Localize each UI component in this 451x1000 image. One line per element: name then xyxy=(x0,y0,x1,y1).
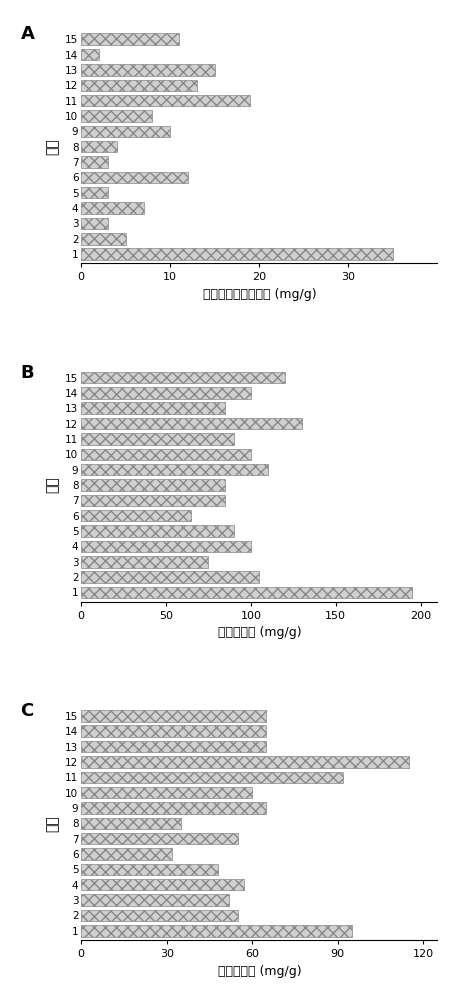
Bar xyxy=(81,495,226,506)
Bar xyxy=(81,725,267,737)
Bar xyxy=(81,418,302,429)
Y-axis label: 产地: 产地 xyxy=(46,815,60,832)
Bar xyxy=(81,49,99,60)
Bar xyxy=(81,525,234,537)
Bar xyxy=(81,156,108,168)
Text: A: A xyxy=(21,25,34,43)
Bar xyxy=(81,141,117,152)
Bar xyxy=(81,571,259,583)
Bar xyxy=(81,218,108,229)
Bar xyxy=(81,818,181,829)
Bar xyxy=(81,510,192,521)
Bar xyxy=(81,64,215,76)
Bar xyxy=(81,879,244,890)
Bar xyxy=(81,80,197,91)
Bar xyxy=(81,233,126,245)
Bar xyxy=(81,202,143,214)
Bar xyxy=(81,587,412,598)
Bar xyxy=(81,802,267,814)
Bar xyxy=(81,741,267,752)
Text: C: C xyxy=(21,702,34,720)
X-axis label: 总皮苷含量 (mg/g): 总皮苷含量 (mg/g) xyxy=(217,965,301,978)
Bar xyxy=(81,787,252,798)
Bar xyxy=(81,449,251,460)
Bar xyxy=(81,541,251,552)
Y-axis label: 产地: 产地 xyxy=(46,477,60,493)
Bar xyxy=(81,910,238,921)
Bar xyxy=(81,710,267,722)
X-axis label: 黄酮及其他成分含量 (mg/g): 黄酮及其他成分含量 (mg/g) xyxy=(202,288,316,301)
Text: B: B xyxy=(21,364,34,382)
Bar xyxy=(81,126,170,137)
X-axis label: 总酚酸含量 (mg/g): 总酚酸含量 (mg/g) xyxy=(217,626,301,639)
Bar xyxy=(81,372,285,383)
Bar xyxy=(81,479,226,491)
Bar xyxy=(81,894,230,906)
Bar xyxy=(81,464,268,475)
Bar xyxy=(81,864,218,875)
Bar xyxy=(81,402,226,414)
Bar xyxy=(81,248,393,260)
Y-axis label: 产地: 产地 xyxy=(46,138,60,155)
Bar xyxy=(81,772,343,783)
Bar xyxy=(81,556,208,568)
Bar xyxy=(81,110,152,122)
Bar xyxy=(81,33,179,45)
Bar xyxy=(81,925,352,937)
Bar xyxy=(81,756,409,768)
Bar xyxy=(81,848,172,860)
Bar xyxy=(81,95,250,106)
Bar xyxy=(81,387,251,399)
Bar xyxy=(81,433,234,445)
Bar xyxy=(81,833,238,844)
Bar xyxy=(81,172,188,183)
Bar xyxy=(81,187,108,198)
